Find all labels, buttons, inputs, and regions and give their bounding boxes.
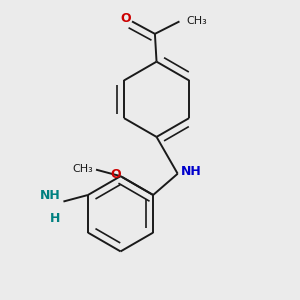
Text: O: O	[121, 12, 131, 25]
Text: H: H	[50, 212, 60, 225]
Text: O: O	[111, 168, 122, 181]
Text: NH: NH	[39, 188, 60, 202]
Text: CH₃: CH₃	[73, 164, 93, 174]
Text: NH: NH	[181, 165, 202, 178]
Text: CH₃: CH₃	[187, 16, 207, 26]
